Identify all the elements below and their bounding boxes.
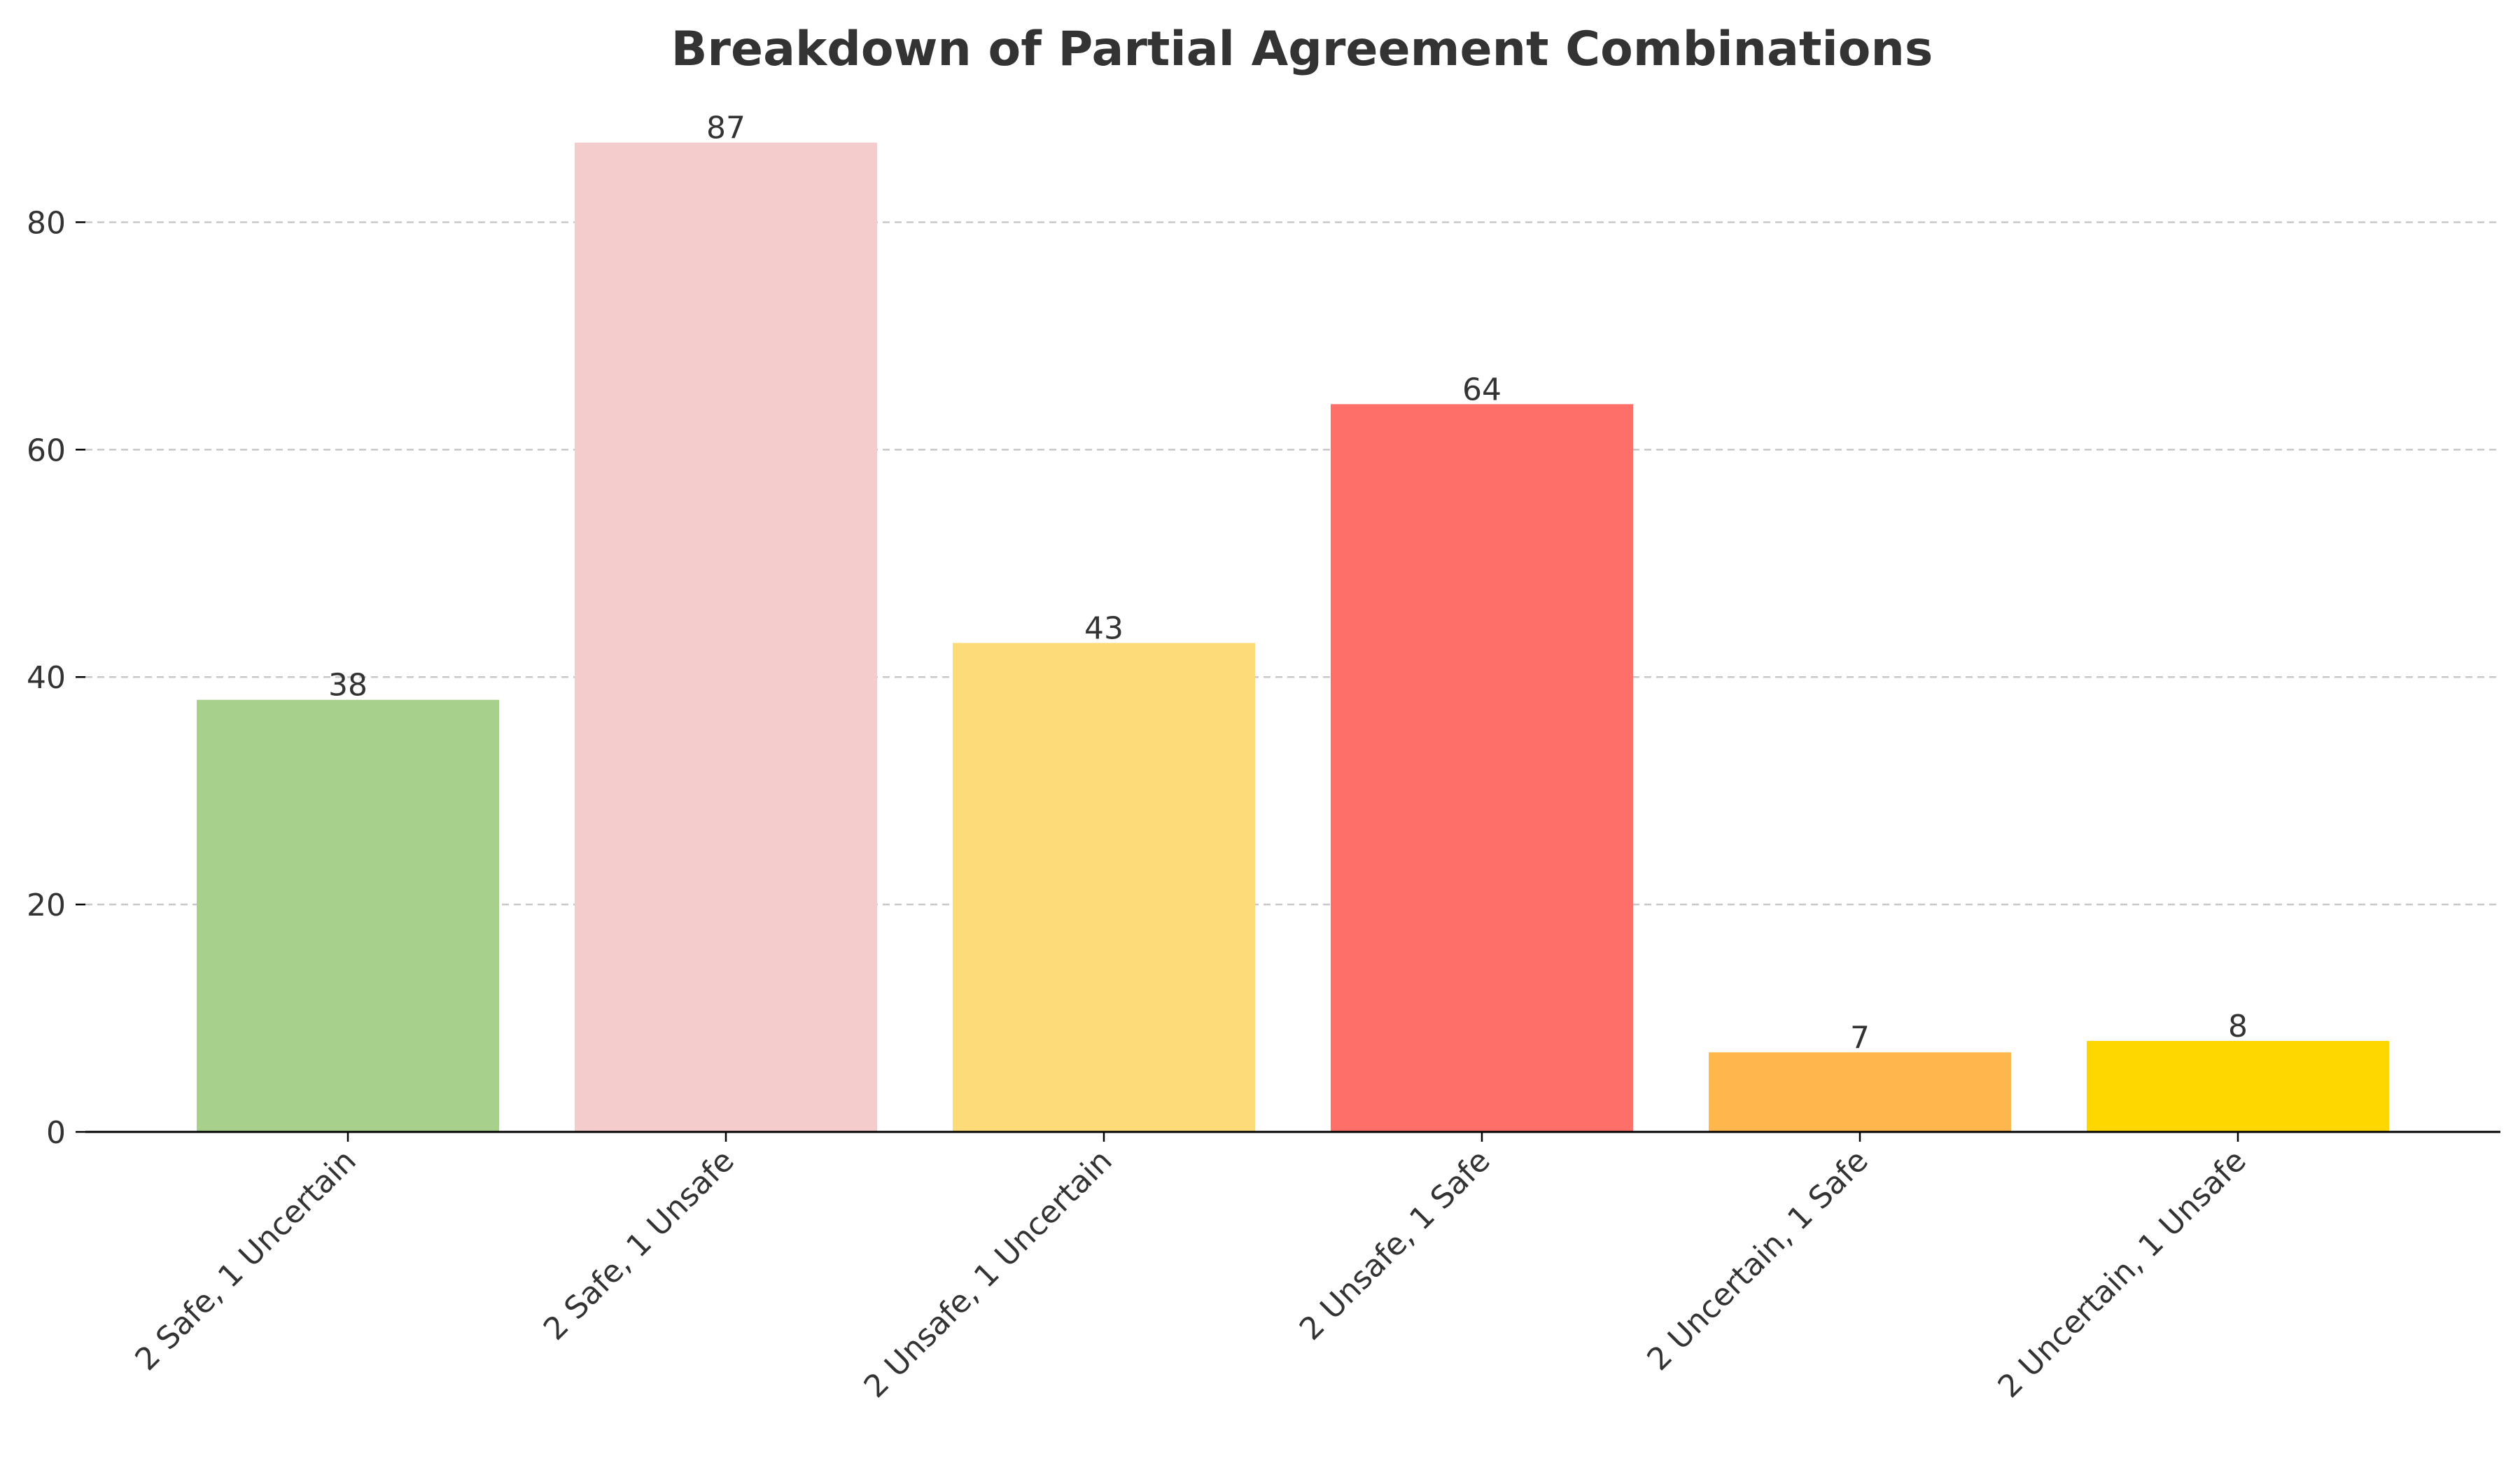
bar [575,142,877,1132]
value-labels: 38 87 43 64 7 8 [328,111,2248,1056]
x-tick-label: 2 Unsafe, 1 Safe [1293,1143,1497,1348]
bar [2087,1041,2389,1132]
x-tick-label: 2 Unsafe, 1 Uncertain [858,1143,1119,1405]
bar-value-label: 64 [1462,372,1502,407]
chart-title: Breakdown of Partial Agreement Combinati… [671,22,1933,77]
y-tick-label: 0 [46,1115,66,1151]
y-tick-label: 40 [27,660,66,696]
y-axis: 0 20 40 60 80 [27,205,85,1151]
x-axis: 2 Safe, 1 Uncertain 2 Safe, 1 Unsafe 2 Uns… [85,1130,2500,1405]
bar [1331,404,1633,1133]
y-tick-label: 60 [27,433,66,468]
x-tick-label: 2 Safe, 1 Unsafe [537,1143,741,1348]
bar-value-label: 43 [1084,610,1124,646]
bar-value-label: 8 [2228,1009,2248,1044]
bar [953,643,1255,1132]
bars [197,142,2389,1133]
x-tick-label: 2 Safe, 1 Uncertain [128,1143,363,1378]
y-tick-label: 20 [27,888,66,923]
bar-value-label: 87 [706,111,746,146]
bar [1709,1052,2011,1132]
gridlines [85,221,2500,906]
bar-value-label: 38 [328,668,368,704]
y-tick-label: 80 [27,205,66,241]
x-tick-label: 2 Uncertain, 1 Safe [1640,1143,1875,1378]
x-tick-label: 2 Uncertain, 1 Unsafe [1991,1143,2253,1405]
bar [197,699,499,1132]
bar-value-label: 7 [1850,1020,1870,1056]
